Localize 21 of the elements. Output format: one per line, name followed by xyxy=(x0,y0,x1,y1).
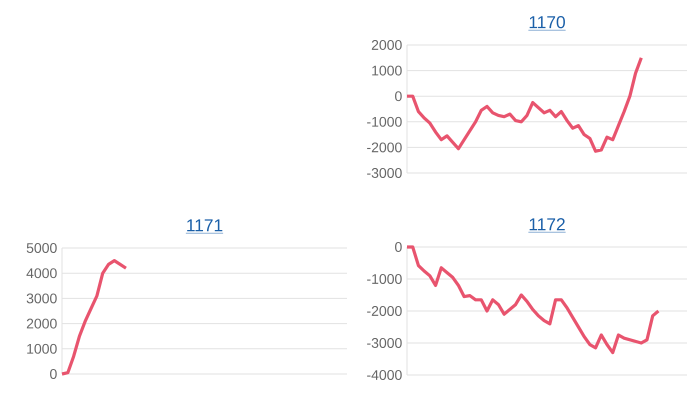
y-tick-label: -3000 xyxy=(367,338,402,348)
chart-title: 1172 xyxy=(530,218,565,230)
y-tick-label: 1000 xyxy=(372,66,402,76)
y-tick-label: -4000 xyxy=(367,370,402,380)
y-tick-label: 5000 xyxy=(26,243,57,253)
y-tick-label: 0 xyxy=(395,91,402,102)
y-tick-label: 1000 xyxy=(27,344,57,354)
y-tick-label: -1000 xyxy=(367,274,402,284)
y-tick-label: 4000 xyxy=(26,268,57,278)
chart-title: 1171 xyxy=(187,219,222,232)
y-tick-label: 0 xyxy=(50,369,57,379)
y-tick-label: 0 xyxy=(395,242,402,252)
y-tick-label: -3000 xyxy=(367,168,402,178)
y-tick-label: 2000 xyxy=(372,40,402,50)
chart-title: 1170 xyxy=(530,16,565,28)
y-tick-label: -2000 xyxy=(367,142,402,152)
y-tick-label: -2000 xyxy=(367,306,402,316)
line-series xyxy=(60,259,128,376)
y-tick-label: 3000 xyxy=(26,293,57,304)
y-tick-label: 2000 xyxy=(26,318,57,329)
y-tick-label: -1000 xyxy=(367,116,402,127)
